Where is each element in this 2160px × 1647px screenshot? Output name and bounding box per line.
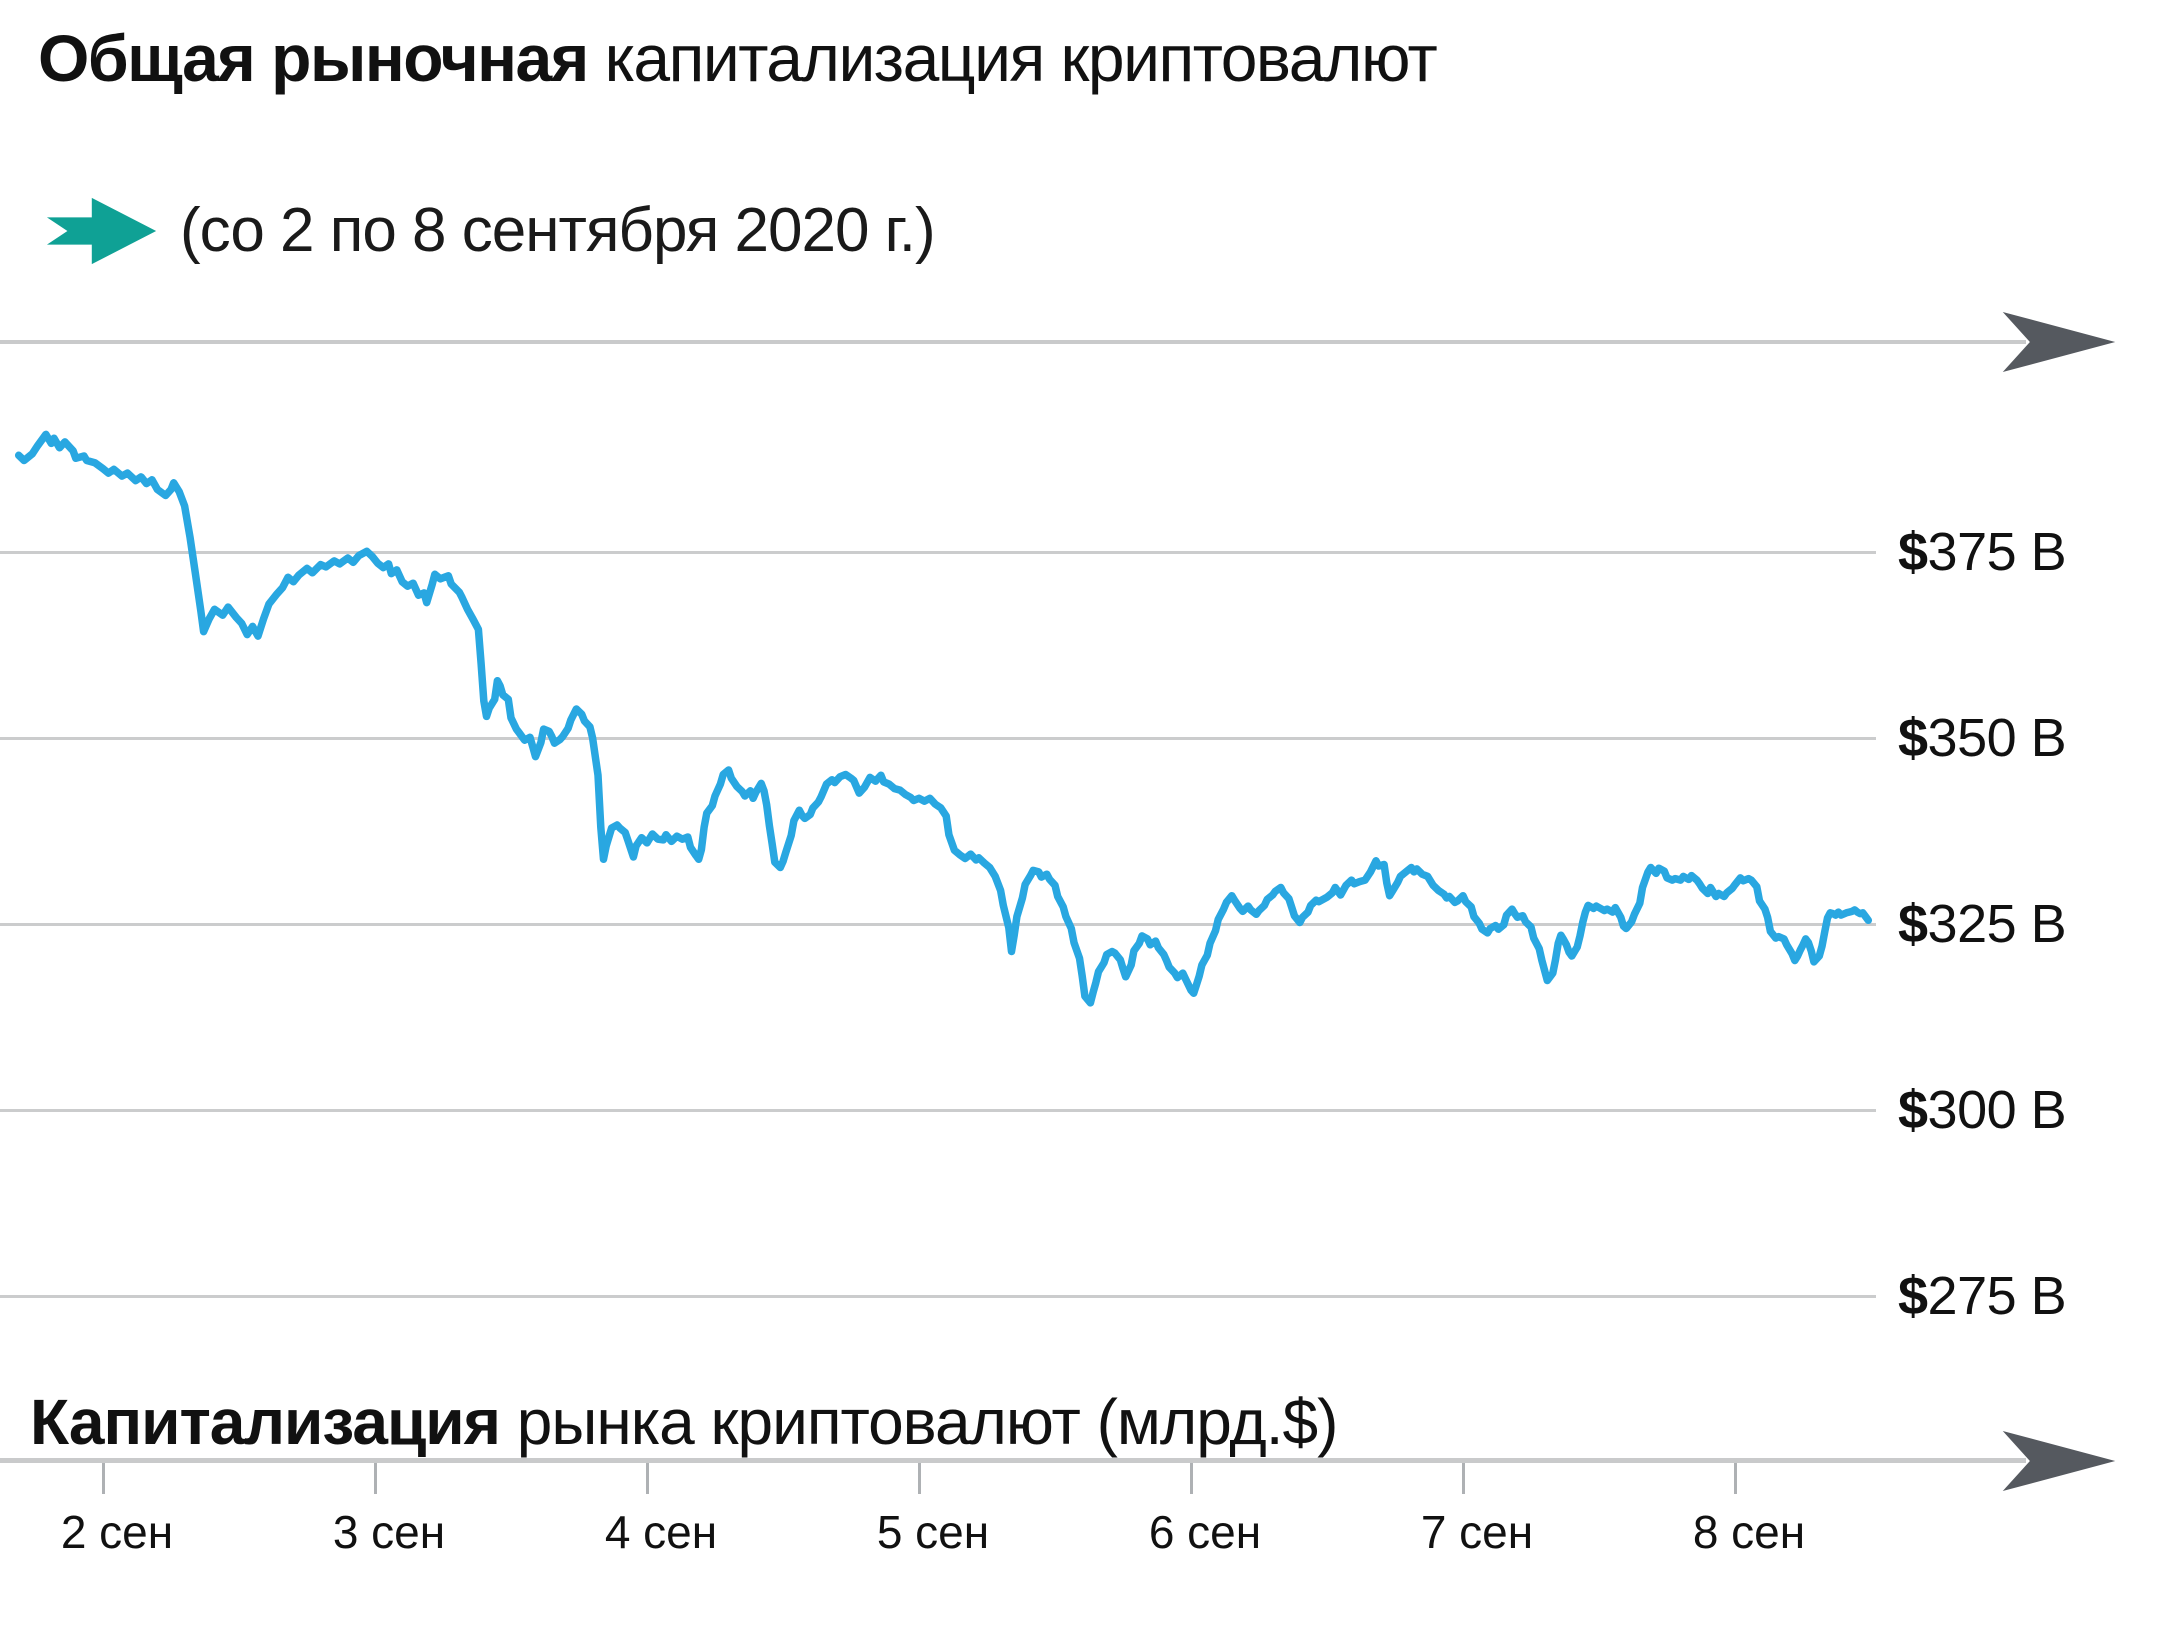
y-axis-label-350: $350 B [1898, 702, 2067, 774]
top-axis-arrowhead-icon [2002, 311, 2116, 373]
y-axis-value: 350 B [1927, 708, 2067, 768]
x-axis-label-2-сен: 2 сен [60, 1506, 174, 1558]
x-axis-label-5-сен: 5 сен [876, 1506, 990, 1558]
currency-symbol: $ [1898, 1266, 1928, 1326]
x-axis-label-8-сен: 8 сен [1692, 1506, 1806, 1558]
bottom-axis-line [0, 1458, 2026, 1463]
currency-symbol: $ [1898, 522, 1928, 582]
gridline-300 [0, 1108, 1876, 1112]
x-axis-label-6-сен: 6 сен [1148, 1506, 1262, 1558]
y-axis-label-325: $325 B [1898, 888, 2067, 960]
gridline-275 [0, 1294, 1876, 1298]
bottom-axis-title-bold: Капитализация [30, 1386, 501, 1458]
x-axis-tick-2-сен [102, 1463, 105, 1494]
bottom-axis-arrowhead-icon [2002, 1430, 2116, 1492]
y-axis-value: 375 B [1927, 522, 2067, 582]
gridline-325 [0, 922, 1876, 926]
chart-title-rest: капитализация криптовалют [587, 21, 1438, 95]
y-axis-label-275: $275 B [1898, 1260, 2067, 1332]
subtitle-row: (со 2 по 8 сентября 2020 г.) [45, 186, 936, 276]
bottom-axis-title: Капитализация рынка криптовалют (млрд.$) [30, 1386, 1339, 1458]
bottom-axis-title-rest: рынка криптовалют (млрд.$) [499, 1386, 1339, 1458]
x-axis-tick-6-сен [1190, 1463, 1193, 1494]
teal-arrow-right-icon [46, 197, 157, 265]
y-axis-label-375: $375 B [1898, 516, 2067, 588]
x-axis-tick-8-сен [1734, 1463, 1737, 1494]
x-axis-label-7-сен: 7 сен [1420, 1506, 1534, 1558]
currency-symbol: $ [1898, 1080, 1928, 1140]
x-axis-tick-4-сен [646, 1463, 649, 1494]
chart-title: Общая рыночная капитализация криптовалют [38, 18, 1438, 98]
y-axis-value: 300 B [1927, 1080, 2067, 1140]
y-axis-value: 325 B [1927, 894, 2067, 954]
gridline-375 [0, 550, 1876, 554]
top-axis-line [0, 340, 2026, 344]
x-axis-label-3-сен: 3 сен [332, 1506, 446, 1558]
x-axis-label-4-сен: 4 сен [604, 1506, 718, 1558]
price-line [14, 430, 1873, 1007]
y-axis-label-300: $300 B [1898, 1074, 2067, 1146]
x-axis-tick-5-сен [918, 1463, 921, 1494]
chart-subtitle: (со 2 по 8 сентября 2020 г.) [180, 196, 936, 265]
chart-title-bold: Общая рыночная [38, 21, 589, 95]
x-axis-tick-3-сен [374, 1463, 377, 1494]
y-axis-value: 275 B [1927, 1266, 2067, 1326]
x-axis-tick-7-сен [1462, 1463, 1465, 1494]
currency-symbol: $ [1898, 894, 1928, 954]
gridline-350 [0, 736, 1876, 740]
currency-symbol: $ [1898, 708, 1928, 768]
